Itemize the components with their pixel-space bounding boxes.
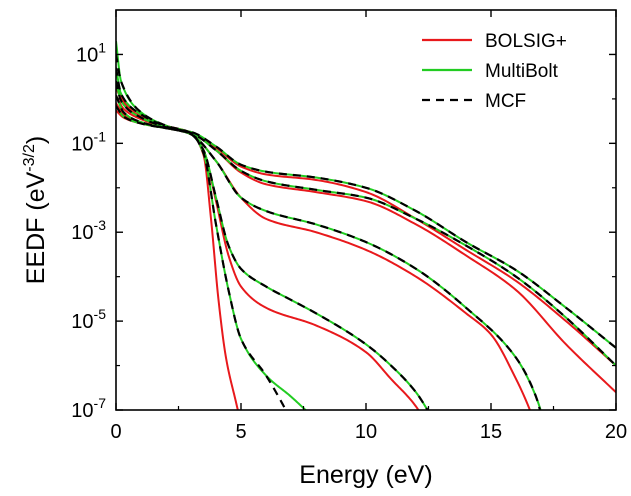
series-multibolt — [116, 40, 616, 410]
legend-label: MultiBolt — [485, 61, 559, 82]
curve-multibolt-2 — [116, 67, 429, 410]
x-tick-label: 10 — [355, 421, 377, 443]
y-tick-label: 10-1 — [71, 128, 106, 155]
x-tick-label: 0 — [110, 421, 121, 443]
curve-bolsig--4 — [116, 102, 616, 394]
y-axis-title: EEDF (eV-3/2) — [21, 136, 50, 284]
curve-bolsig--1 — [116, 85, 239, 410]
curve-mcf-5 — [116, 105, 616, 349]
curve-bolsig--3 — [116, 94, 531, 410]
curve-mcf-2 — [116, 67, 429, 410]
legend-label: MCF — [485, 91, 526, 112]
y-tick-label: 101 — [76, 39, 106, 66]
x-tick-label: 5 — [235, 421, 246, 443]
x-tick-label: 15 — [480, 421, 502, 443]
axis-ticks: 0 5 10 15 20 101 10-1 10-3 10-5 10-7 — [71, 10, 627, 443]
legend-label: BOLSIG+ — [485, 31, 567, 52]
y-tick-label: 10-5 — [71, 306, 106, 333]
y-tick-label: 10-3 — [71, 217, 106, 244]
legend: BOLSIG+ MultiBolt MCF — [422, 31, 567, 112]
curve-multibolt-5 — [116, 105, 616, 349]
curve-mcf-4 — [116, 94, 616, 367]
curve-multibolt-4 — [116, 95, 616, 367]
y-tick-label: 10-7 — [71, 395, 106, 422]
x-tick-label: 20 — [605, 421, 627, 443]
curve-mcf-1 — [116, 54, 288, 410]
curve-bolsig--5 — [116, 109, 616, 367]
series-bolsig- — [116, 85, 616, 410]
curve-multibolt-1 — [116, 40, 307, 410]
x-axis-title: Energy (eV) — [299, 461, 432, 489]
plot-curves — [116, 40, 616, 410]
series-mcf — [116, 54, 616, 410]
